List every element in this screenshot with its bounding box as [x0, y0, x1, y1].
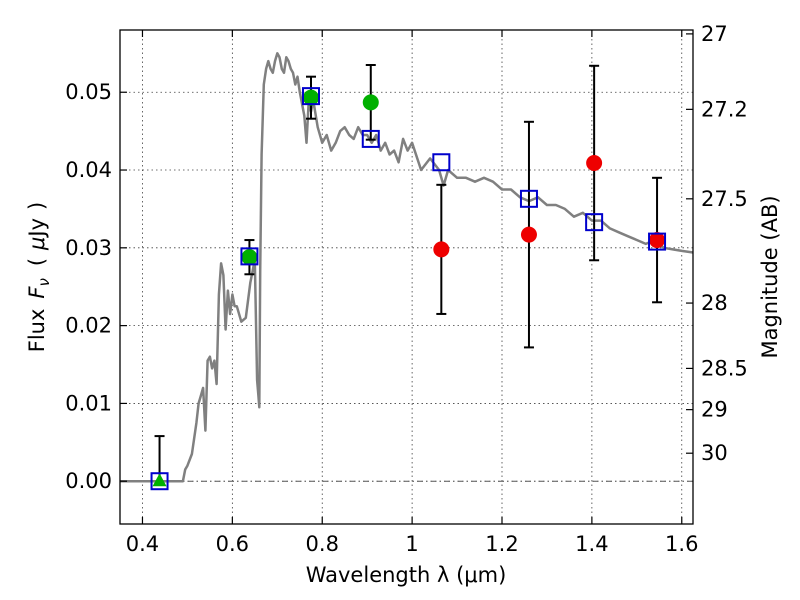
y-tick-label: 0.00	[65, 469, 112, 493]
y-axis-label-close-paren: )	[25, 202, 49, 210]
y-axis-label: Flux Fν ( μJy)	[25, 202, 53, 353]
x-axis-label: Wavelength λ (μm)	[306, 563, 507, 587]
y-axis-label-open-paren: (	[25, 258, 49, 266]
x-tick-label: 0.6	[216, 532, 249, 556]
x-tick-label: 1	[405, 532, 418, 556]
x-tick-label: 0.4	[126, 532, 159, 556]
mag-tick-label: 27.5	[701, 187, 748, 211]
axis-ticks	[120, 30, 693, 524]
mag-tick-label: 28.5	[701, 356, 748, 380]
mag-tick-label: 29	[701, 398, 728, 422]
plot-frame	[120, 30, 693, 524]
mag-tick-label: 30	[701, 441, 728, 465]
y-axis-label-word: Flux	[25, 309, 49, 353]
red-point	[433, 241, 449, 257]
mag-tick-label: 27.2	[701, 97, 748, 121]
y-axis-label-mu: μ	[25, 237, 49, 251]
model-spectrum	[120, 53, 693, 481]
y2-axis-label: Magnitude (AB)	[758, 195, 782, 358]
green-triangle-point	[153, 473, 167, 486]
y-axis-label-symbol: F	[25, 286, 49, 299]
model-spectrum-line	[120, 53, 693, 481]
red-point	[586, 155, 602, 171]
mag-tick-label: 28	[701, 291, 728, 315]
y-axis-label-subscript: ν	[35, 278, 53, 286]
y-tick-label: 0.03	[65, 236, 112, 260]
mag-tick-label: 27	[701, 22, 728, 46]
x-tick-label: 1.4	[575, 532, 608, 556]
y-tick-label: 0.05	[65, 80, 112, 104]
green-point	[241, 249, 257, 265]
green-point	[363, 94, 379, 110]
sed-chart: 0.4 0.6 0.8 1 1.2 1.4 1.6 0.00 0.01 0.02 0.03 0.04 0…	[0, 0, 800, 600]
red-point	[521, 227, 537, 243]
x-tick-label: 0.8	[306, 532, 339, 556]
grid	[120, 30, 693, 524]
x-tick-label: 1.2	[485, 532, 518, 556]
y-tick-label: 0.01	[65, 391, 112, 415]
y-axis-label-unit: Jy	[25, 218, 49, 239]
x-tick-label: 1.6	[665, 532, 698, 556]
y-tick-label: 0.04	[65, 158, 112, 182]
model-square-point	[433, 154, 449, 170]
error-bars	[155, 65, 662, 481]
y-tick-label: 0.02	[65, 314, 112, 338]
